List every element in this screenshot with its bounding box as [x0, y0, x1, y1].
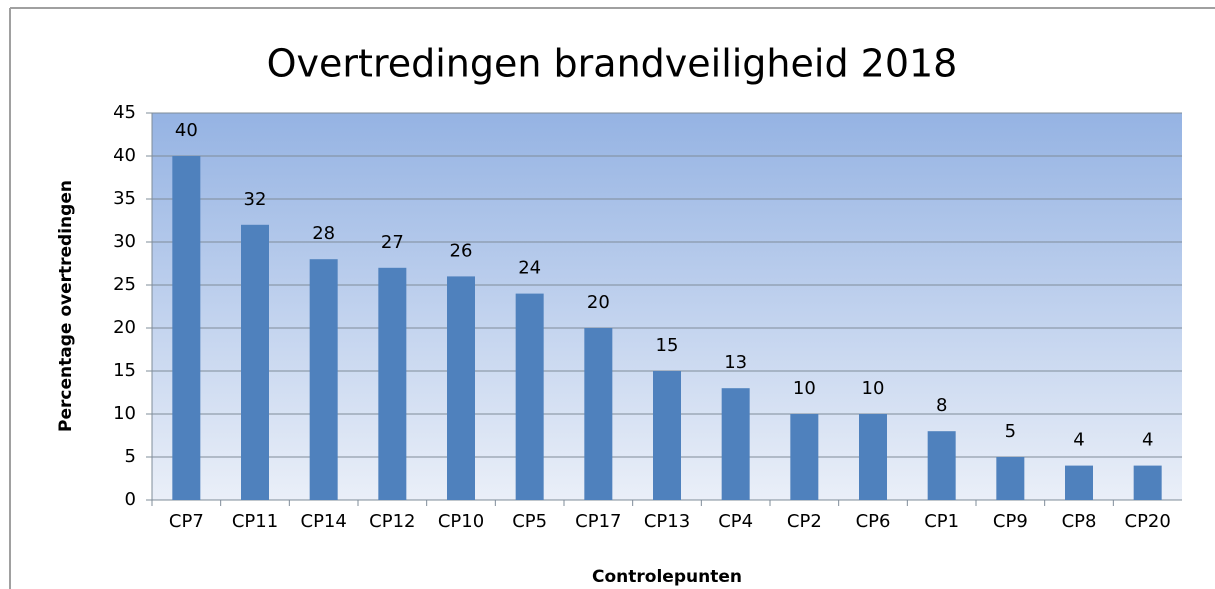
x-tick-label: CP2	[787, 511, 822, 532]
x-tick-label: CP11	[232, 511, 278, 532]
bar	[927, 431, 956, 500]
bar	[172, 156, 201, 500]
x-tick-label: CP9	[993, 511, 1028, 532]
data-label: 10	[862, 378, 885, 399]
bar	[859, 414, 887, 500]
y-tick-label: 35	[113, 188, 136, 209]
bar	[241, 224, 269, 501]
x-tick-label: CP7	[169, 511, 204, 532]
data-label: 5	[1005, 421, 1016, 442]
bar	[1065, 465, 1093, 500]
bar	[721, 388, 750, 500]
bar	[1133, 465, 1162, 500]
data-label: 27	[381, 232, 404, 253]
bar	[790, 414, 819, 500]
x-tick-label: CP14	[301, 511, 347, 532]
data-label: 28	[312, 223, 335, 244]
data-label: 4	[1142, 430, 1153, 451]
y-tick-label: 0	[125, 489, 136, 510]
data-label: 40	[175, 120, 198, 141]
data-label: 10	[793, 378, 816, 399]
y-tick-label: 40	[113, 145, 136, 166]
data-label: 24	[518, 258, 541, 279]
x-tick-label: CP17	[575, 511, 621, 532]
y-tick-label: 25	[113, 274, 136, 295]
data-label: 8	[936, 395, 947, 416]
x-tick-label: CP6	[856, 511, 891, 532]
bar	[653, 371, 681, 500]
x-tick-label: CP4	[718, 511, 753, 532]
y-tick-label: 10	[113, 403, 136, 424]
data-label: 13	[724, 352, 747, 373]
x-tick-label: CP12	[369, 511, 415, 532]
data-label: 4	[1073, 430, 1084, 451]
data-label: 15	[656, 335, 679, 356]
y-tick-label: 5	[125, 446, 136, 467]
x-tick-label: CP10	[438, 511, 484, 532]
x-tick-label: CP5	[512, 511, 547, 532]
bar	[309, 259, 338, 500]
bar	[584, 328, 613, 500]
data-label: 32	[244, 189, 267, 210]
y-axis-label: Percentage overtredingen	[56, 180, 76, 432]
bar	[515, 293, 544, 500]
data-label: 20	[587, 292, 610, 313]
bar	[996, 457, 1025, 500]
x-tick-label: CP1	[924, 511, 959, 532]
x-axis-label: Controlepunten	[592, 567, 742, 587]
y-tick-label: 15	[113, 360, 136, 381]
y-tick-label: 20	[113, 317, 136, 338]
bar	[447, 276, 475, 500]
x-tick-label: CP20	[1125, 511, 1171, 532]
x-tick-label: CP8	[1062, 511, 1097, 532]
x-tick-label: CP13	[644, 511, 690, 532]
y-tick-label: 45	[113, 102, 136, 123]
y-tick-label: 30	[113, 231, 136, 252]
bar	[378, 267, 407, 500]
data-label: 26	[450, 240, 473, 261]
chart-title: Overtredingen brandveiligheid 2018	[267, 42, 958, 86]
